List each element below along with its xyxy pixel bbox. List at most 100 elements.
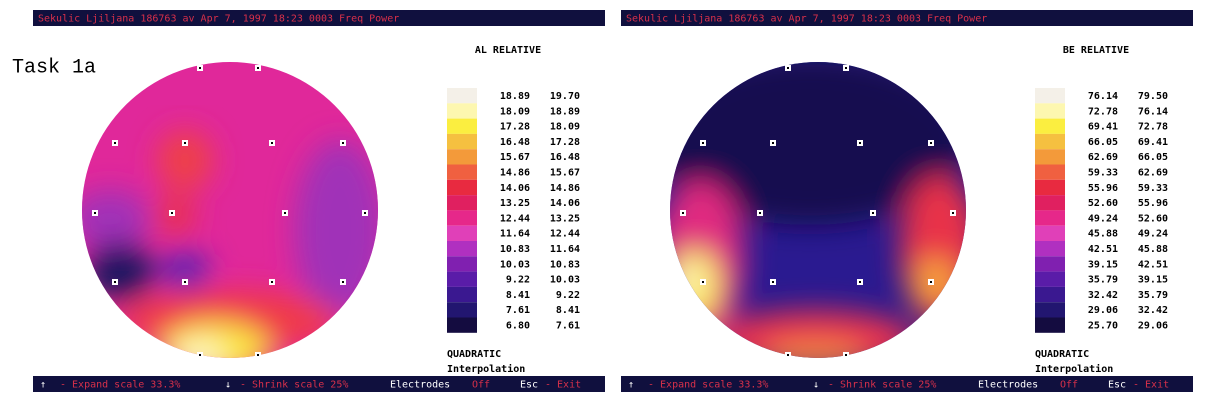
footer-item: - Expand scale 33.3%: [60, 380, 180, 391]
legend-low: 10.03: [500, 259, 530, 270]
legend-high: 9.22: [556, 290, 580, 301]
legend-low: 72.78: [1088, 106, 1118, 117]
electrode-dot: [271, 281, 273, 283]
legend-swatch: [447, 317, 477, 333]
electrode-dot: [682, 212, 684, 214]
legend-high: 42.51: [1138, 259, 1168, 270]
legend-low: 62.69: [1088, 152, 1118, 163]
legend-low: 55.96: [1088, 183, 1118, 194]
legend-swatch: [447, 118, 477, 134]
legend-high: 59.33: [1138, 183, 1168, 194]
electrode-dot: [930, 281, 932, 283]
legend-swatch: [1035, 256, 1065, 272]
map-title: AL RELATIVE: [475, 45, 541, 56]
footer-bar: [33, 376, 605, 392]
footer-item: Esc: [520, 380, 538, 391]
method-detail: Interpolation: [1035, 363, 1113, 375]
legend-high: 45.88: [1138, 244, 1168, 255]
legend-swatch: [1035, 225, 1065, 241]
legend-low: 69.41: [1088, 122, 1118, 133]
electrode-dot: [787, 67, 789, 69]
electrode-dot: [952, 212, 954, 214]
legend-high: 29.06: [1138, 321, 1168, 332]
legend-swatch: [1035, 103, 1065, 119]
legend-swatch: [447, 103, 477, 119]
footer-item: - Shrink scale 25%: [828, 380, 936, 391]
legend-low: 15.67: [500, 152, 530, 163]
topo-map: [670, 62, 966, 358]
legend-swatch: [1035, 88, 1065, 104]
legend-swatch: [447, 256, 477, 272]
footer-item: - Exit: [545, 380, 581, 391]
legend-low: 13.25: [500, 198, 530, 209]
legend-low: 49.24: [1088, 213, 1118, 224]
footer-item: Off: [472, 380, 490, 391]
legend-high: 15.67: [550, 168, 580, 179]
legend-swatch: [1035, 271, 1065, 287]
legend-swatch: [1035, 286, 1065, 303]
legend-low: 25.70: [1088, 321, 1118, 332]
legend-high: 79.50: [1138, 91, 1168, 102]
footer-item: ↓: [225, 380, 231, 391]
legend-high: 13.25: [550, 213, 580, 224]
legend-swatch: [1035, 210, 1065, 226]
legend-swatch: [1035, 164, 1065, 180]
legend-low: 14.06: [500, 183, 530, 194]
legend-high: 66.05: [1138, 152, 1168, 163]
legend-swatch: [447, 195, 477, 211]
electrode-dot: [759, 212, 761, 214]
handwritten-note: Task 1a: [12, 56, 96, 79]
electrode-dot: [184, 281, 186, 283]
method: QUADRATIC: [1035, 349, 1089, 360]
legend-low: 16.48: [500, 137, 530, 148]
legend-swatch: [447, 286, 477, 303]
legend-high: 18.09: [550, 122, 580, 133]
legend-low: 11.64: [500, 229, 530, 240]
legend-low: 17.28: [500, 122, 530, 133]
legend-high: 52.60: [1138, 213, 1168, 224]
legend-swatch: [447, 149, 477, 165]
legend-low: 32.42: [1088, 290, 1118, 301]
electrode-dot: [114, 281, 116, 283]
legend-high: 62.69: [1138, 168, 1168, 179]
legend-low: 29.06: [1088, 305, 1118, 316]
legend-high: 76.14: [1138, 106, 1168, 117]
legend-swatch: [447, 241, 477, 257]
legend-swatch: [1035, 241, 1065, 257]
electrode-dot: [342, 142, 344, 144]
legend-high: 72.78: [1138, 122, 1168, 133]
legend-swatch: [447, 271, 477, 287]
legend-swatch: [447, 210, 477, 226]
legend-high: 35.79: [1138, 290, 1168, 301]
footer-item: ↑: [628, 380, 634, 391]
legend-high: 12.44: [550, 229, 580, 240]
electrode-dot: [284, 212, 286, 214]
electrode-dot: [171, 212, 173, 214]
legend-high: 55.96: [1138, 198, 1168, 209]
electrode-dot: [199, 67, 201, 69]
legend-low: 18.89: [500, 91, 530, 102]
legend-high: 8.41: [556, 305, 580, 316]
legend-low: 59.33: [1088, 168, 1118, 179]
electrode-dot: [184, 142, 186, 144]
legend-low: 14.86: [500, 168, 530, 179]
electrode-dot: [199, 354, 201, 356]
footer-item: ↓: [813, 380, 819, 391]
legend-low: 52.60: [1088, 198, 1118, 209]
legend-swatch: [447, 179, 477, 196]
legend-swatch: [1035, 149, 1065, 165]
electrode-dot: [787, 354, 789, 356]
legend-swatch: [1035, 317, 1065, 333]
legend-swatch: [1035, 195, 1065, 211]
header-text: Sekulic Ljiljana 186763 av Apr 7, 1997 1…: [626, 14, 987, 25]
footer-item: Electrodes: [978, 380, 1038, 391]
header-bar: [33, 10, 605, 26]
legend-swatch: [447, 133, 477, 150]
legend-swatch: [447, 88, 477, 104]
electrode-dot: [271, 142, 273, 144]
legend-high: 49.24: [1138, 229, 1168, 240]
legend-low: 7.61: [506, 305, 530, 316]
header-bar: [621, 10, 1193, 26]
legend-low: 66.05: [1088, 137, 1118, 148]
legend-low: 9.22: [506, 275, 530, 286]
